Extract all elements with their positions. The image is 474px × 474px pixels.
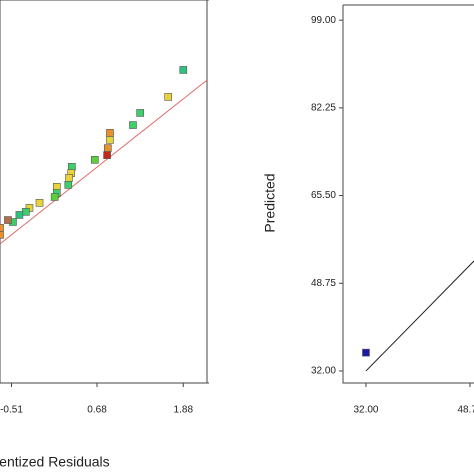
data-point — [35, 199, 44, 207]
data-point — [91, 156, 99, 164]
x-tick-label: 48.75 — [457, 405, 474, 416]
data-point — [64, 181, 73, 189]
data-point — [106, 136, 114, 144]
data-point — [4, 216, 12, 224]
x-tick-label: 32.00 — [353, 405, 378, 416]
data-point — [65, 174, 73, 182]
data-point — [362, 348, 370, 357]
x-tick-label: -0.51 — [0, 405, 23, 416]
data-point — [129, 121, 137, 129]
data-point — [68, 163, 76, 171]
y-tick-label: 82.25 — [311, 103, 336, 114]
data-point — [104, 144, 112, 152]
data-point — [106, 129, 114, 137]
data-point — [50, 193, 59, 201]
data-point — [179, 66, 188, 74]
y-tick-label: 48.75 — [311, 278, 336, 289]
y-tick-label: 65.50 — [311, 190, 336, 201]
fit-line — [0, 79, 208, 245]
data-point — [15, 211, 24, 219]
plot-frame — [0, 0, 209, 384]
data-point — [136, 109, 144, 117]
data-point — [0, 224, 4, 232]
fit-line — [365, 260, 474, 372]
y-axis-label: Predicted — [262, 173, 278, 232]
data-point — [0, 231, 4, 239]
data-point — [22, 208, 30, 216]
x-tick-label: 1.88 — [174, 405, 194, 416]
y-tick-label: 32.00 — [311, 366, 336, 377]
x-tick-label: 0.68 — [87, 405, 107, 416]
data-point — [164, 93, 172, 101]
data-point — [52, 183, 61, 191]
data-point — [103, 151, 111, 159]
x-axis-label: Externally Studentized Residuals — [0, 454, 110, 470]
y-tick-label: 99.00 — [311, 15, 336, 26]
plot-frame — [342, 4, 474, 384]
